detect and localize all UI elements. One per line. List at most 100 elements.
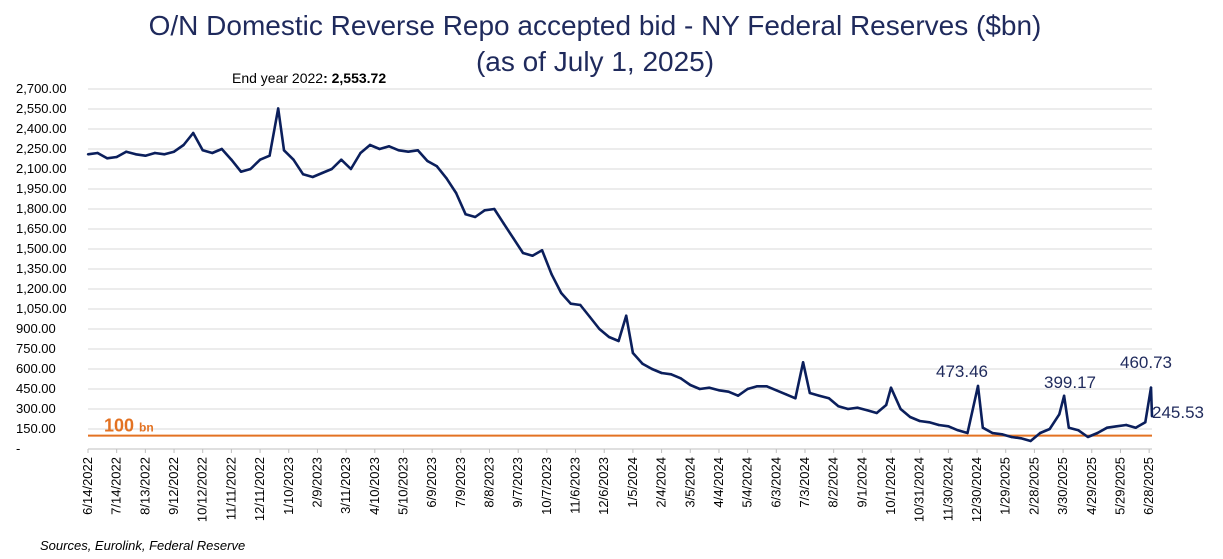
x-tick-label: 12/11/2022	[252, 457, 267, 521]
annotation-399: 399.17	[1044, 373, 1096, 392]
data-point	[125, 150, 128, 153]
data-point	[908, 415, 912, 419]
data-point	[1062, 394, 1066, 397]
y-tick-label: 150.00	[16, 421, 56, 436]
data-point	[435, 165, 439, 168]
reference-line-unit: bn	[139, 421, 154, 435]
x-tick-label: 3/30/2025	[1055, 457, 1070, 515]
x-tick-label: 6/3/2024	[768, 457, 783, 508]
x-tick-label: 5/29/2025	[1112, 457, 1127, 515]
data-point	[1144, 421, 1147, 424]
y-tick-label: 2,250.00	[16, 141, 67, 156]
data-point	[708, 386, 711, 389]
x-tick-label: 9/12/2022	[166, 457, 181, 515]
data-point	[689, 383, 692, 387]
data-point	[105, 157, 109, 160]
data-point	[598, 327, 601, 331]
data-point	[474, 215, 477, 219]
x-tick-label: 8/13/2022	[137, 457, 152, 515]
data-point	[765, 385, 768, 388]
source-note: Sources, Eurolink, Federal Reserve	[40, 538, 246, 553]
data-point	[746, 387, 749, 391]
data-point	[1149, 386, 1153, 389]
chart-title: O/N Domestic Reverse Repo accepted bid -…	[0, 8, 1190, 80]
data-point	[301, 173, 305, 176]
x-tick-label: 4/29/2025	[1084, 457, 1099, 515]
data-point	[454, 191, 458, 195]
annotation-473: 473.46	[936, 362, 988, 381]
data-point	[359, 151, 362, 155]
x-tick-label: 3/11/2023	[338, 457, 353, 514]
data-point	[321, 171, 324, 175]
x-tick-label: 3/5/2024	[682, 457, 697, 508]
data-point	[282, 149, 286, 152]
y-tick-label: 1,650.00	[16, 221, 67, 236]
data-point	[1067, 426, 1071, 429]
x-tick-label: 7/14/2022	[109, 457, 124, 515]
data-point	[976, 384, 980, 388]
y-tick-label: 1,350.00	[16, 261, 67, 276]
data-point	[650, 367, 654, 371]
data-point	[172, 150, 176, 153]
data-point	[607, 335, 611, 339]
data-point	[808, 391, 811, 395]
y-tick-label: 1,500.00	[16, 241, 67, 256]
x-tick-label: 11/30/2024	[940, 457, 955, 521]
data-point	[464, 213, 467, 216]
data-point	[1029, 439, 1032, 443]
x-tick-label: 11/6/2023	[568, 457, 583, 514]
y-tick-label: 1,200.00	[16, 281, 67, 296]
data-point	[268, 154, 271, 157]
data-point	[660, 371, 663, 375]
data-point	[182, 143, 185, 147]
annotation-end-year-value: : 2,553.72	[323, 70, 386, 86]
data-point	[1077, 429, 1080, 432]
x-tick-label: 11/11/2022	[223, 457, 238, 520]
data-point	[865, 409, 869, 412]
data-point	[407, 150, 410, 153]
x-tick-label: 10/12/2022	[195, 457, 210, 522]
data-point	[698, 387, 701, 391]
x-tick-label: 10/7/2023	[539, 457, 554, 515]
data-point	[856, 406, 859, 409]
data-point	[239, 170, 243, 173]
x-tick-label: 1/10/2023	[281, 457, 296, 515]
data-point	[211, 151, 214, 155]
annotation-245: 245.53	[1152, 403, 1204, 422]
y-tick-label: 600.00	[16, 361, 56, 376]
data-point	[483, 209, 486, 212]
data-point	[1134, 426, 1137, 429]
x-tick-label: 9/7/2023	[510, 457, 525, 508]
data-point	[818, 394, 821, 397]
data-point	[727, 390, 730, 393]
data-point	[292, 158, 295, 161]
x-tick-label: 1/5/2024	[625, 457, 640, 508]
data-point	[991, 431, 994, 435]
x-tick-label: 8/8/2023	[482, 457, 497, 508]
data-point	[330, 167, 333, 171]
data-point	[981, 426, 984, 429]
data-point	[846, 407, 850, 411]
data-point	[512, 237, 515, 240]
data-point	[340, 158, 343, 161]
data-point	[588, 315, 592, 319]
x-tick-label: 6/14/2022	[80, 457, 95, 515]
x-tick-label: 6/9/2023	[424, 457, 439, 508]
y-tick-label: 900.00	[16, 321, 56, 336]
data-point	[349, 167, 353, 171]
data-point	[827, 397, 831, 400]
data-point	[531, 254, 534, 257]
data-point	[230, 158, 233, 161]
annotation-end-year-label: End year 2022	[232, 70, 323, 86]
data-point	[1039, 431, 1042, 435]
data-point	[387, 145, 391, 148]
y-tick-label: 750.00	[16, 341, 56, 356]
data-point	[641, 362, 644, 365]
y-tick-label: 300.00	[16, 401, 56, 416]
data-point	[1086, 435, 1090, 439]
data-point	[249, 167, 252, 171]
chart-title-main: O/N Domestic Reverse Repo accepted bid -…	[148, 10, 1042, 41]
chart-subtitle: (as of July 1, 2025)	[475, 46, 715, 77]
data-point	[631, 351, 635, 355]
x-tick-label: 10/1/2024	[883, 457, 898, 515]
